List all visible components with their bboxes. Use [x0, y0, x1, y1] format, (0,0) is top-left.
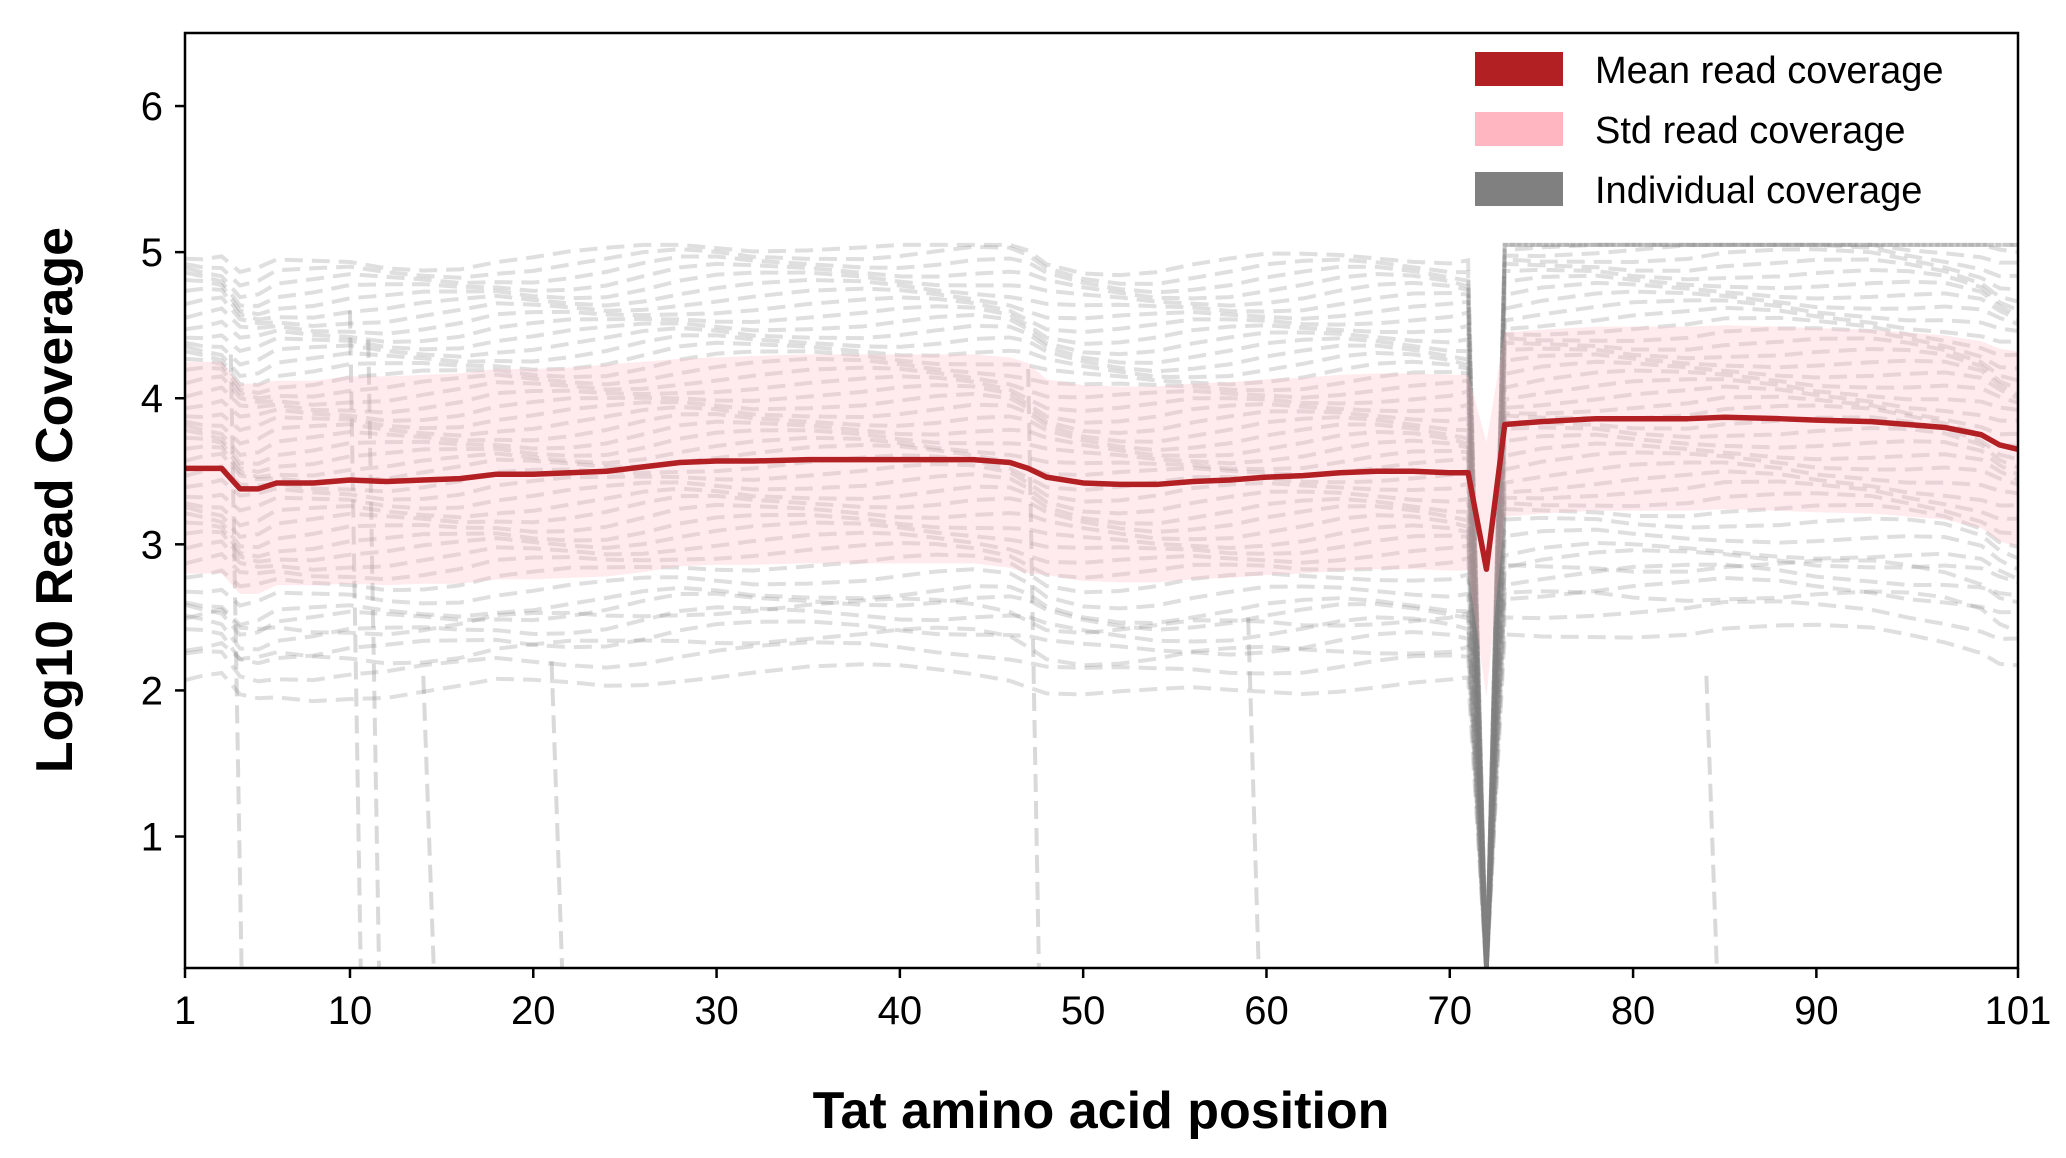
individual-coverage-line: [185, 558, 2018, 968]
legend-swatch: [1475, 172, 1563, 206]
individual-coverage-line: [185, 377, 2018, 968]
x-tick-label: 101: [1985, 989, 2052, 1033]
individual-coverage-line: [185, 527, 2018, 968]
individual-coverage-line: [185, 242, 2018, 968]
legend-label: Mean read coverage: [1595, 50, 1944, 92]
individual-coverage-line: [185, 305, 2018, 968]
individual-coverage-line: [185, 460, 2018, 968]
y-tick-label: 6: [141, 85, 163, 129]
individual-coverage-line: [185, 242, 2018, 968]
individual-dropout-line: [228, 354, 244, 968]
individual-coverage-line: [185, 589, 2018, 968]
individual-coverage-line: [185, 267, 2018, 968]
individual-coverage-line: [185, 540, 2018, 968]
y-axis-title: Log10 Read Coverage: [26, 227, 84, 773]
legend-swatch: [1475, 112, 1563, 146]
individual-coverage-line: [185, 242, 2018, 968]
mean-line-group: [185, 414, 2018, 572]
legend-label: Std read coverage: [1595, 110, 1906, 152]
x-tick-label: 90: [1794, 989, 1839, 1033]
x-tick-label: 30: [694, 989, 739, 1033]
individual-dropout-line: [1246, 617, 1261, 968]
individual-coverage-line: [185, 273, 2018, 968]
y-tick-label: 5: [141, 231, 163, 275]
individual-coverage-line: [185, 502, 2018, 968]
legend-swatch: [1475, 52, 1563, 86]
individual-coverage-line: [185, 394, 2018, 968]
y-tick-label: 1: [141, 816, 163, 860]
individual-coverage-line: [185, 450, 2018, 968]
individual-coverage-line: [185, 469, 2018, 968]
individual-coverage-line: [185, 403, 2018, 968]
individual-coverage-line: [185, 242, 2018, 968]
individual-coverage-line: [185, 562, 2018, 968]
y-tick-label: 2: [141, 669, 163, 713]
x-tick-label: 40: [878, 989, 923, 1033]
individual-coverage-line: [185, 515, 2018, 968]
x-tick-label: 60: [1244, 989, 1289, 1033]
legend-label: Individual coverage: [1595, 170, 1922, 212]
individual-coverage-line: [185, 242, 2018, 968]
y-axis-ticks: 1 2 3 4 5 6: [141, 85, 185, 860]
legend: Mean read coverage Std read coverage Indiv…: [1475, 50, 1944, 212]
x-tick-label: 70: [1428, 989, 1473, 1033]
individual-dropout-line: [1026, 368, 1041, 968]
y-tick-label: 3: [141, 523, 163, 567]
individual-coverage-line: [185, 315, 2018, 968]
individual-coverage-line: [185, 575, 2018, 968]
individual-dropout-line: [549, 661, 565, 968]
individual-coverage-line: [185, 346, 2018, 968]
y-tick-label: 4: [141, 377, 163, 421]
plot-frame: [183, 31, 2020, 970]
x-tick-label: 80: [1611, 989, 1656, 1033]
individual-coverage-line: [185, 415, 2018, 968]
individual-coverage-line: [185, 479, 2018, 968]
individual-coverage-line: [185, 425, 2018, 968]
individual-coverage-line: [185, 242, 2018, 968]
individual-coverage-line: [185, 384, 2018, 968]
std-coverage-band: [185, 325, 2018, 697]
individual-coverage-line: [185, 289, 2018, 968]
individual-dropout-line: [421, 675, 436, 968]
individual-coverage-line: [185, 352, 2018, 968]
individual-coverage-line: [185, 359, 2018, 968]
individual-coverage-line: [185, 247, 2018, 968]
x-axis-ticks: 1 10 20 30 40 50 60 70 80 90 101: [174, 968, 2052, 1033]
std-band-group: [185, 325, 2018, 697]
individual-coverage-line: [185, 491, 2018, 968]
individual-dropout-line: [347, 310, 363, 968]
individual-coverage-line: [185, 432, 2018, 968]
individual-coverage-line: [185, 257, 2018, 968]
x-tick-label: 1: [174, 989, 196, 1033]
individual-coverage-line: [185, 368, 2018, 968]
individual-coverage-lines: [185, 242, 2018, 968]
x-axis-title: Tat amino acid position: [813, 1082, 1390, 1140]
x-tick-label: 20: [511, 989, 556, 1033]
individual-coverage-line: [185, 622, 2018, 968]
mean-coverage-line: [185, 414, 2018, 572]
individual-coverage-line: [185, 441, 2018, 968]
individual-coverage-line: [185, 548, 2018, 968]
individual-coverage-line: [185, 280, 2018, 968]
individual-coverage-line: [185, 336, 2018, 968]
x-tick-label: 10: [328, 989, 373, 1033]
x-tick-label: 50: [1061, 989, 1106, 1033]
individual-coverage-line: [185, 326, 2018, 968]
individual-coverage-line: [185, 298, 2018, 968]
individual-coverage-line: [185, 599, 2018, 968]
individual-dropout-line: [1704, 675, 1719, 968]
